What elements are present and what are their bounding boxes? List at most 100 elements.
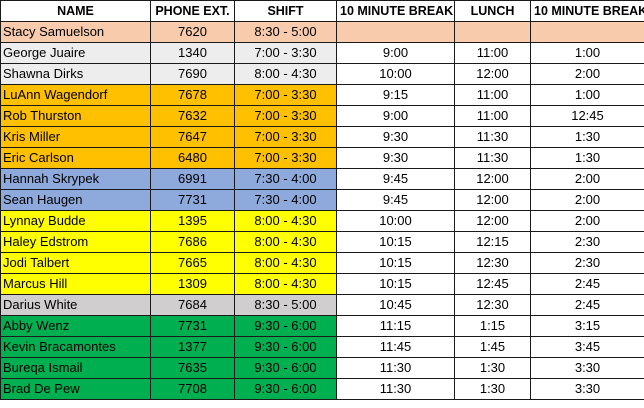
cell-lunch[interactable]: 11:00 <box>454 84 531 106</box>
cell-phone-ext[interactable]: 7647 <box>150 126 235 148</box>
cell-phone-ext[interactable]: 7731 <box>150 189 235 211</box>
cell-break-2[interactable]: 2:45 <box>530 273 644 295</box>
cell-lunch[interactable] <box>454 21 531 43</box>
cell-break-1[interactable]: 11:45 <box>336 336 455 358</box>
cell-lunch[interactable]: 1:30 <box>454 378 531 400</box>
cell-phone-ext[interactable]: 7708 <box>150 378 235 400</box>
cell-name[interactable]: Stacy Samuelson <box>0 21 151 43</box>
cell-shift[interactable]: 8:00 - 4:30 <box>234 210 337 232</box>
cell-phone-ext[interactable]: 7635 <box>150 357 235 379</box>
cell-name[interactable]: Shawna Dirks <box>0 63 151 85</box>
cell-lunch[interactable]: 12:30 <box>454 252 531 274</box>
cell-lunch[interactable]: 1:30 <box>454 357 531 379</box>
cell-break-2[interactable]: 1:00 <box>530 42 644 64</box>
cell-name[interactable]: George Juaire <box>0 42 151 64</box>
cell-lunch[interactable]: 12:45 <box>454 273 531 295</box>
cell-shift[interactable]: 9:30 - 6:00 <box>234 336 337 358</box>
cell-shift[interactable]: 7:00 - 3:30 <box>234 84 337 106</box>
cell-lunch[interactable]: 11:30 <box>454 147 531 169</box>
cell-shift[interactable]: 9:30 - 6:00 <box>234 315 337 337</box>
cell-phone-ext[interactable]: 7690 <box>150 63 235 85</box>
cell-shift[interactable]: 7:30 - 4:00 <box>234 189 337 211</box>
cell-break-1[interactable]: 9:00 <box>336 42 455 64</box>
cell-break-1[interactable]: 10:45 <box>336 294 455 316</box>
cell-lunch[interactable]: 11:30 <box>454 126 531 148</box>
cell-shift[interactable]: 7:00 - 3:30 <box>234 42 337 64</box>
header-shift[interactable]: SHIFT <box>234 0 337 22</box>
cell-shift[interactable]: 8:00 - 4:30 <box>234 63 337 85</box>
cell-lunch[interactable]: 12:00 <box>454 63 531 85</box>
cell-lunch[interactable]: 11:00 <box>454 105 531 127</box>
cell-lunch[interactable]: 12:00 <box>454 210 531 232</box>
cell-break-1[interactable]: 10:15 <box>336 252 455 274</box>
cell-break-1[interactable]: 9:15 <box>336 84 455 106</box>
cell-break-2[interactable]: 12:45 <box>530 105 644 127</box>
cell-shift[interactable]: 7:00 - 3:30 <box>234 147 337 169</box>
header-name[interactable]: NAME <box>0 0 151 22</box>
cell-lunch[interactable]: 12:00 <box>454 168 531 190</box>
cell-name[interactable]: Rob Thurston <box>0 105 151 127</box>
cell-break-1[interactable]: 11:15 <box>336 315 455 337</box>
header-break-1[interactable]: 10 MINUTE BREAK <box>336 0 455 22</box>
cell-shift[interactable]: 7:30 - 4:00 <box>234 168 337 190</box>
cell-phone-ext[interactable]: 1309 <box>150 273 235 295</box>
cell-shift[interactable]: 8:00 - 4:30 <box>234 252 337 274</box>
cell-break-2[interactable]: 2:30 <box>530 252 644 274</box>
cell-phone-ext[interactable]: 6991 <box>150 168 235 190</box>
cell-break-2[interactable]: 3:15 <box>530 315 644 337</box>
cell-phone-ext[interactable]: 7684 <box>150 294 235 316</box>
cell-name[interactable]: Abby Wenz <box>0 315 151 337</box>
cell-lunch[interactable]: 12:00 <box>454 189 531 211</box>
cell-break-2[interactable]: 1:00 <box>530 84 644 106</box>
header-phone-ext[interactable]: PHONE EXT. <box>150 0 235 22</box>
cell-name[interactable]: Kevin Bracamontes <box>0 336 151 358</box>
cell-break-2[interactable]: 1:30 <box>530 126 644 148</box>
cell-break-1[interactable]: 10:00 <box>336 210 455 232</box>
cell-break-2[interactable] <box>530 21 644 43</box>
cell-lunch[interactable]: 11:00 <box>454 42 531 64</box>
cell-shift[interactable]: 8:30 - 5:00 <box>234 21 337 43</box>
cell-break-2[interactable]: 3:45 <box>530 336 644 358</box>
cell-phone-ext[interactable]: 1395 <box>150 210 235 232</box>
cell-phone-ext[interactable]: 7731 <box>150 315 235 337</box>
cell-shift[interactable]: 7:00 - 3:30 <box>234 105 337 127</box>
cell-lunch[interactable]: 12:15 <box>454 231 531 253</box>
cell-break-1[interactable] <box>336 21 455 43</box>
cell-break-1[interactable]: 9:00 <box>336 105 455 127</box>
cell-name[interactable]: LuAnn Wagendorf <box>0 84 151 106</box>
cell-break-1[interactable]: 10:15 <box>336 273 455 295</box>
cell-break-1[interactable]: 9:30 <box>336 147 455 169</box>
cell-phone-ext[interactable]: 7686 <box>150 231 235 253</box>
cell-name[interactable]: Eric Carlson <box>0 147 151 169</box>
cell-shift[interactable]: 7:00 - 3:30 <box>234 126 337 148</box>
cell-break-2[interactable]: 2:00 <box>530 189 644 211</box>
cell-lunch[interactable]: 1:15 <box>454 315 531 337</box>
cell-break-2[interactable]: 2:30 <box>530 231 644 253</box>
cell-shift[interactable]: 8:30 - 5:00 <box>234 294 337 316</box>
cell-lunch[interactable]: 12:30 <box>454 294 531 316</box>
header-break-2[interactable]: 10 MINUTE BREAK <box>530 0 644 22</box>
cell-phone-ext[interactable]: 1340 <box>150 42 235 64</box>
cell-name[interactable]: Bureqa Ismail <box>0 357 151 379</box>
cell-name[interactable]: Sean Haugen <box>0 189 151 211</box>
cell-break-2[interactable]: 3:30 <box>530 378 644 400</box>
cell-phone-ext[interactable]: 1377 <box>150 336 235 358</box>
cell-name[interactable]: Lynnay Budde <box>0 210 151 232</box>
cell-break-2[interactable]: 2:00 <box>530 63 644 85</box>
cell-break-2[interactable]: 2:00 <box>530 210 644 232</box>
cell-break-2[interactable]: 2:45 <box>530 294 644 316</box>
cell-shift[interactable]: 9:30 - 6:00 <box>234 378 337 400</box>
cell-lunch[interactable]: 1:45 <box>454 336 531 358</box>
cell-name[interactable]: Jodi Talbert <box>0 252 151 274</box>
cell-phone-ext[interactable]: 7665 <box>150 252 235 274</box>
cell-shift[interactable]: 9:30 - 6:00 <box>234 357 337 379</box>
cell-break-1[interactable]: 11:30 <box>336 357 455 379</box>
cell-break-1[interactable]: 9:45 <box>336 189 455 211</box>
cell-phone-ext[interactable]: 7620 <box>150 21 235 43</box>
cell-name[interactable]: Darius White <box>0 294 151 316</box>
cell-name[interactable]: Marcus Hill <box>0 273 151 295</box>
cell-phone-ext[interactable]: 7678 <box>150 84 235 106</box>
cell-shift[interactable]: 8:00 - 4:30 <box>234 273 337 295</box>
cell-break-2[interactable]: 2:00 <box>530 168 644 190</box>
cell-break-1[interactable]: 11:30 <box>336 378 455 400</box>
